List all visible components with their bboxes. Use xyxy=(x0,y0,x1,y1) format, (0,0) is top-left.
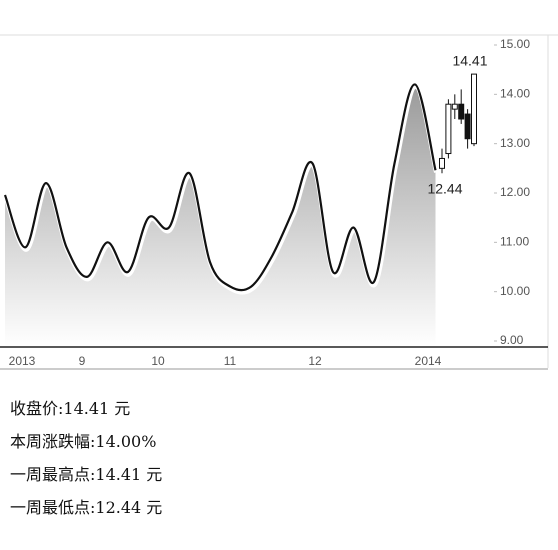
x-tick-label: 2013 xyxy=(9,354,36,368)
candle-body xyxy=(445,103,452,155)
summary-line: 收盘价:14.41 元 xyxy=(10,399,131,418)
summary: 收盘价:14.41 元本周涨跌幅:14.00% 一周最高点:14.41 元一周最低… xyxy=(10,392,162,524)
x-tick-label: 12 xyxy=(308,354,322,368)
y-tick-label: 14.00 xyxy=(500,87,530,101)
x-tick-label: 2014 xyxy=(415,354,442,368)
y-tick-label: 13.00 xyxy=(500,136,530,150)
summary-line: 本周涨跌幅:14.00% xyxy=(10,432,157,451)
y-tick-label: 10.00 xyxy=(500,284,530,298)
chart: 9.00 10.00 11.00 12.00 13.00 14.00 15.00 2013 9 1… xyxy=(0,34,558,370)
summary-line: 一周最低点:12.44 元 xyxy=(10,498,163,517)
y-tick-label: 12.00 xyxy=(500,185,530,199)
x-tick-label: 11 xyxy=(224,354,237,368)
y-tick-label: 11.00 xyxy=(500,235,529,249)
candle-body xyxy=(471,73,477,145)
summary-line: 一周最高点:14.41 元 xyxy=(10,465,163,484)
annotation: 14.41 xyxy=(452,53,487,69)
candle-body xyxy=(458,103,465,120)
candle-body xyxy=(464,113,471,140)
x-tick-label: 9 xyxy=(79,354,86,368)
annotation: 12.44 xyxy=(427,181,462,197)
candle-body xyxy=(439,157,445,169)
line-shadow xyxy=(3,83,439,295)
line xyxy=(3,83,437,292)
y-tick-label: 15.00 xyxy=(500,37,530,51)
y-tick-label: 9.00 xyxy=(500,333,524,347)
x-tick-label: 10 xyxy=(151,354,165,368)
area xyxy=(5,84,436,346)
candle-body xyxy=(451,103,458,110)
